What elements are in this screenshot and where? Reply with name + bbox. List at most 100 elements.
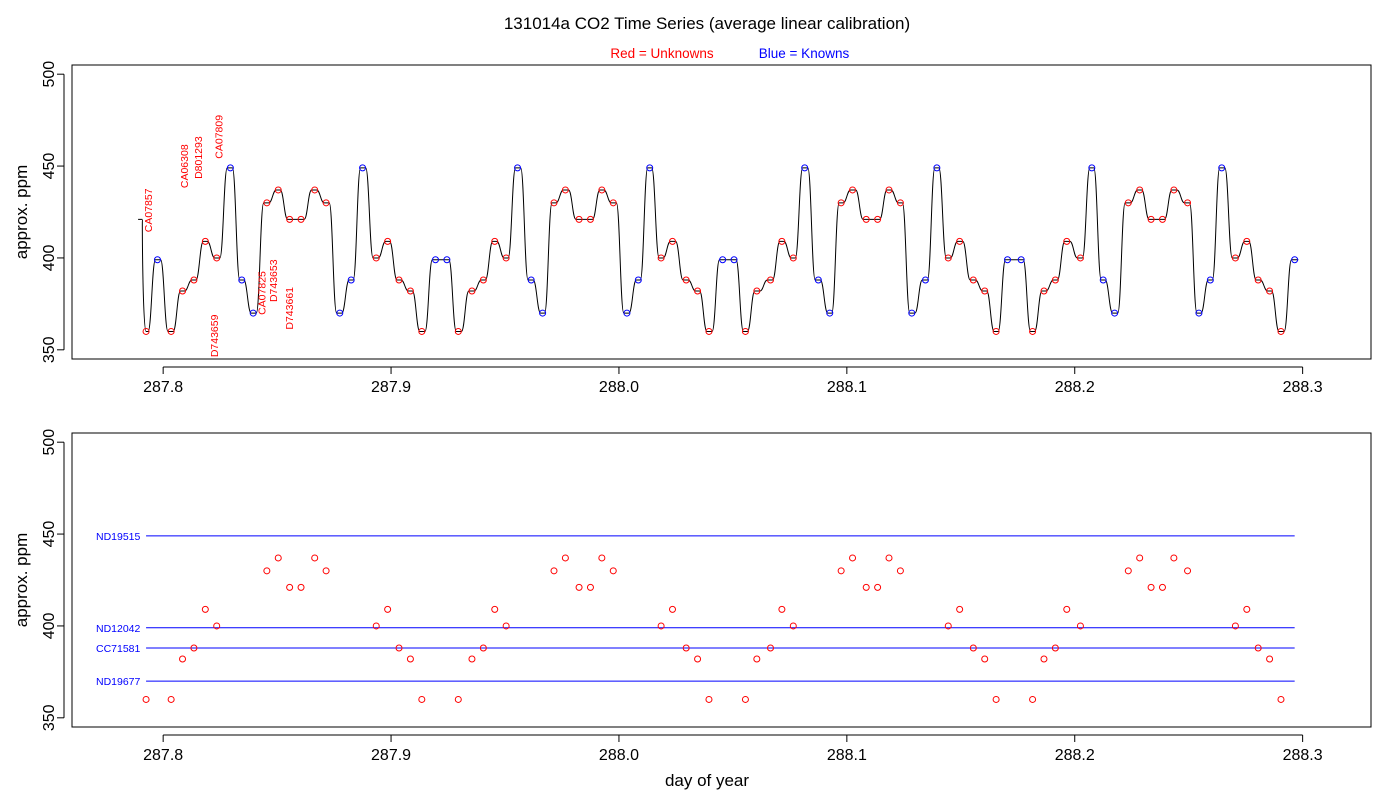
unknown-point [705,695,713,703]
unknown-marker [1124,199,1132,207]
y-tick-label: 450 [41,521,58,548]
unknown-marker [311,186,319,194]
unknown-point [669,605,677,613]
unknown-marker [142,327,150,335]
unknown-marker [1277,327,1285,335]
known-marker [153,256,161,264]
unknown-point [1051,644,1059,652]
known-marker [719,256,727,264]
unknown-marker [669,237,677,245]
unknown-point [479,644,487,652]
unknown-marker [190,276,198,284]
sample-annotation: CA07857 [143,188,155,232]
unknown-marker [705,327,713,335]
unknown-point [491,605,499,613]
y-tick-label: 500 [41,429,58,456]
sample-annotation: CA07825 [257,271,269,315]
unknown-marker [372,254,380,262]
unknown-marker [766,276,774,284]
known-marker [1004,256,1012,264]
unknown-marker [741,327,749,335]
sample-annotation: D743661 [284,287,296,330]
unknown-point [778,605,786,613]
unknown-marker [179,287,187,295]
x-tick-label: 287.9 [371,379,411,396]
unknown-marker [682,276,690,284]
x-tick-label: 287.8 [143,747,183,764]
unknown-point [944,622,952,630]
x-tick-label: 287.9 [371,747,411,764]
y-tick-label: 500 [41,61,58,88]
unknown-point [311,554,319,562]
known-marker [539,309,547,317]
unknown-point [1158,583,1166,591]
unknown-point [263,567,271,575]
unknown-point [322,567,330,575]
known-marker [527,276,535,284]
unknown-marker [263,199,271,207]
bottom-panel: 287.8 287.9 288.0 288.1 288.2 288.3 350 400 450 5… [12,429,1372,764]
unknown-point [468,655,476,663]
known-marker [814,276,822,284]
unknown-marker [657,254,665,262]
unknown-point [1266,655,1274,663]
y-tick-label: 350 [41,336,58,363]
unknown-marker [297,215,305,223]
unknown-marker [384,237,392,245]
unknown-point [575,583,583,591]
unknown-marker [969,276,977,284]
x-tick-label: 287.8 [143,379,183,396]
unknown-marker [1254,276,1262,284]
unknown-point [598,554,606,562]
unknown-point [1243,605,1251,613]
known-marker [908,309,916,317]
unknown-point [694,655,702,663]
known-marker [514,164,522,172]
unknown-marker [1147,215,1155,223]
unknown-point [1184,567,1192,575]
known-marker [921,276,929,284]
unknown-marker [418,327,426,335]
y-tick-label: 400 [41,612,58,639]
unknown-marker [395,276,403,284]
reference-line-label: ND19515 [96,531,141,543]
unknown-point [1231,622,1239,630]
unknown-point [1170,554,1178,562]
known-marker [1111,309,1119,317]
x-tick-label: 288.0 [599,747,639,764]
known-marker [730,256,738,264]
unknown-marker [1040,287,1048,295]
known-marker [623,309,631,317]
known-marker [1206,276,1214,284]
unknown-marker [874,215,882,223]
x-tick-label: 288.2 [1055,379,1095,396]
unknown-marker [1184,199,1192,207]
unknown-point [874,583,882,591]
unknown-point [167,695,175,703]
unknown-marker [1243,237,1251,245]
unknown-point [213,622,221,630]
legend-knowns: Blue = Knowns [759,46,850,61]
unknown-point [1136,554,1144,562]
x-axis-label: day of year [665,771,749,790]
y-axis-label: approx. ppm [12,533,31,628]
unknown-marker [406,287,414,295]
unknown-marker [885,186,893,194]
unknown-point [1040,655,1048,663]
unknown-marker [1051,276,1059,284]
x-tick-label: 288.0 [599,379,639,396]
unknown-marker [201,237,209,245]
unknown-point [741,695,749,703]
unknown-marker [1231,254,1239,262]
unknown-point [896,567,904,575]
known-marker [238,276,246,284]
unknown-marker [956,237,964,245]
unknown-point [1147,583,1155,591]
unknown-point [1124,567,1132,575]
unknown-marker [837,199,845,207]
unknown-marker [1158,215,1166,223]
known-marker [1195,309,1203,317]
sample-annotation: D801293 [193,136,205,179]
unknown-point [395,644,403,652]
unknown-point [609,567,617,575]
